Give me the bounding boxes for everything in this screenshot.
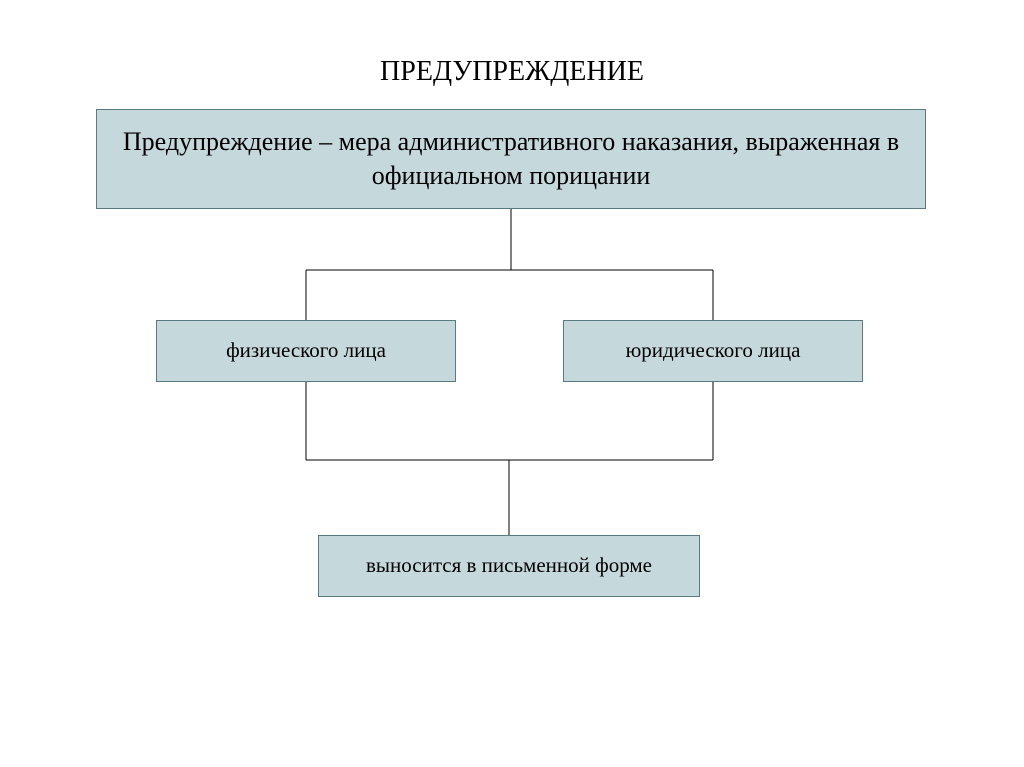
diagram-title: ПРЕДУПРЕЖДЕНИЕ <box>0 56 1024 88</box>
node-definition: Предупреждение – мера административного … <box>96 109 926 209</box>
node-written-form: выносится в письменной форме <box>318 535 700 597</box>
node-definition-label: Предупреждение – мера административного … <box>117 125 905 193</box>
node-individual-label: физического лица <box>226 337 386 364</box>
node-legal-entity: юридического лица <box>563 320 863 382</box>
node-individual: физического лица <box>156 320 456 382</box>
node-legal-entity-label: юридического лица <box>626 337 801 364</box>
node-written-form-label: выносится в письменной форме <box>366 552 652 579</box>
